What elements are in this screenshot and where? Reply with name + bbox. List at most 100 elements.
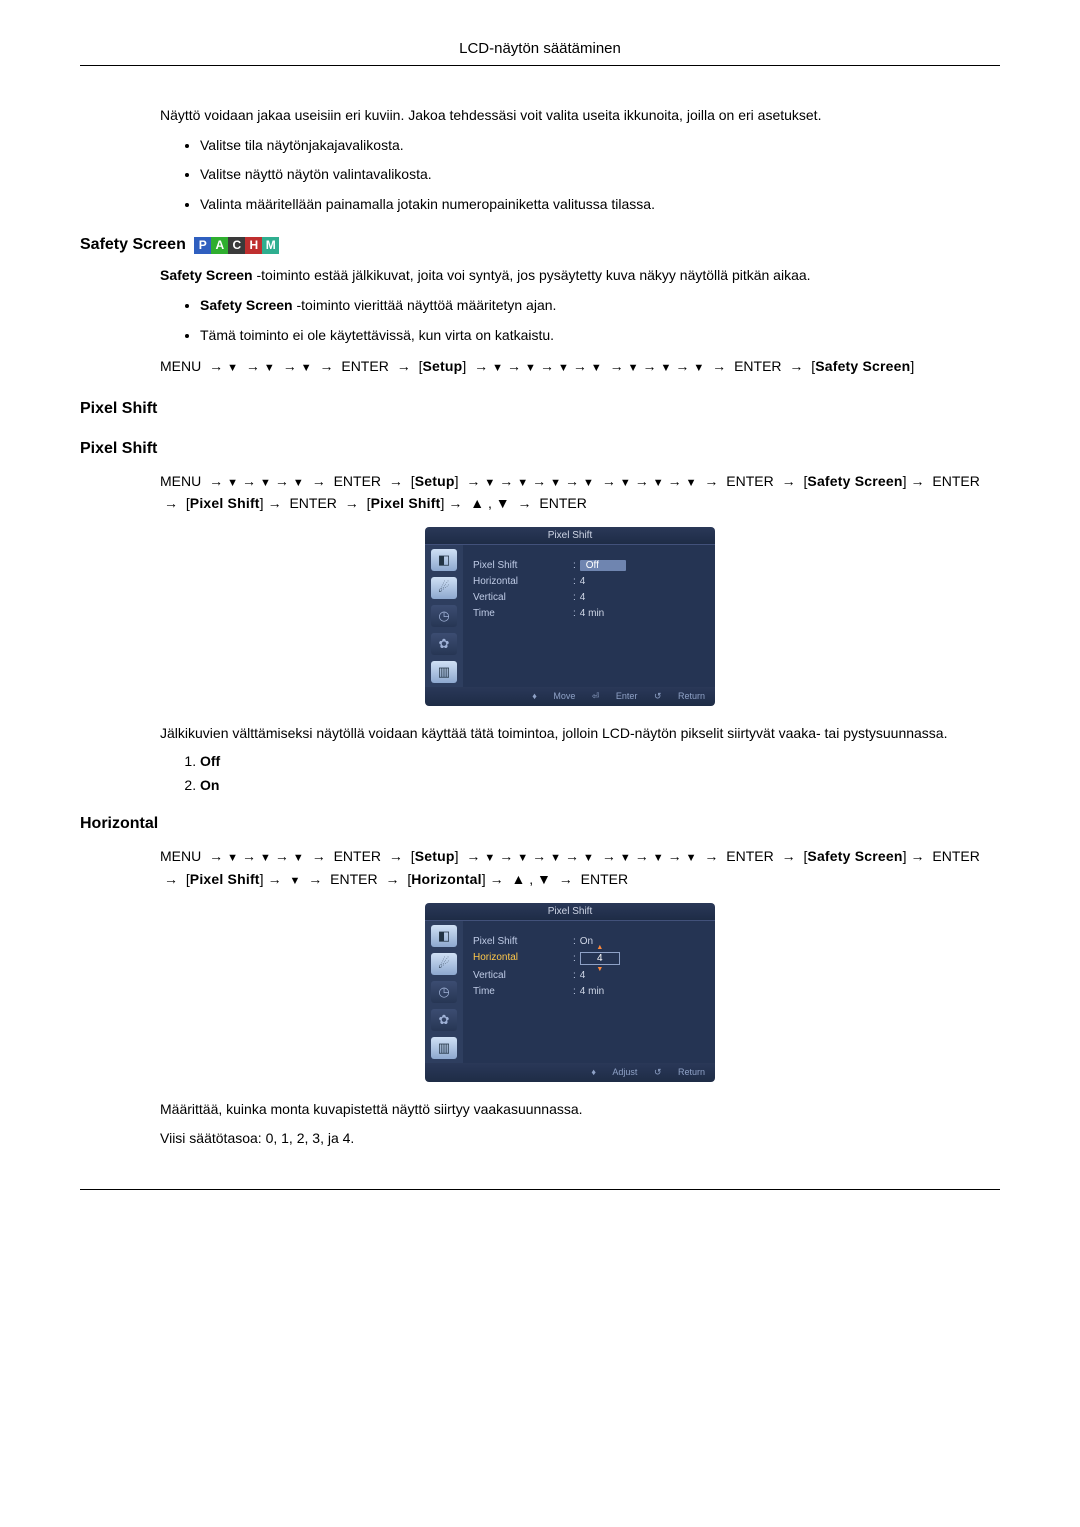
osd-time-icon: ◷ bbox=[431, 605, 457, 627]
osd-row-value-spinner[interactable]: 4 bbox=[580, 952, 620, 965]
path-setup: Setup bbox=[422, 358, 462, 374]
intro-bullets: Valitse tila näytönjakajavalikosta. Vali… bbox=[160, 136, 980, 215]
badge-p-icon: P bbox=[194, 237, 211, 254]
osd-row-label: Horizontal bbox=[473, 576, 573, 587]
intro-bullet: Valitse tila näytönjakajavalikosta. bbox=[200, 136, 980, 156]
safety-para: Safety Screen -toiminto estää jälkikuvat… bbox=[160, 266, 980, 286]
badge-m-icon: M bbox=[262, 237, 279, 254]
path-enter: ENTER bbox=[734, 358, 781, 374]
path-enter: ENTER bbox=[289, 495, 336, 511]
osd-row-label: Time bbox=[473, 608, 573, 619]
osd-sidebar: ◧ ☄ ◷ ✿ ▥ bbox=[425, 545, 463, 687]
safety-menu-path: MENU →▼ →▼ →▼ → ENTER → [Setup] →▼→▼→▼→▼… bbox=[160, 355, 980, 378]
safety-bullet: Safety Screen -toiminto vierittää näyttö… bbox=[200, 296, 980, 316]
osd-footer-move: ♦ Move bbox=[532, 691, 575, 701]
osd-rows: Pixel Shift:Off Horizontal:4 Vertical:4 … bbox=[463, 545, 715, 687]
mode-badges: P A C H M bbox=[194, 237, 279, 254]
path-enter: ENTER bbox=[726, 848, 773, 864]
intro-bullet: Valinta määritellään painamalla jotakin … bbox=[200, 195, 980, 215]
osd-row-value: 4 bbox=[580, 970, 586, 981]
safety-term: Safety Screen bbox=[160, 267, 253, 283]
path-enter: ENTER bbox=[726, 473, 773, 489]
horizontal-levels: Viisi säätötasoa: 0, 1, 2, 3, ja 4. bbox=[160, 1129, 980, 1149]
horizontal-menu-path: MENU →▼→▼→▼ → ENTER → [Setup] →▼→▼→▼→▼ →… bbox=[160, 845, 980, 890]
path-enter: ENTER bbox=[581, 871, 628, 887]
safety-heading-text: Safety Screen bbox=[80, 236, 186, 253]
safety-para-text: -toiminto estää jälkikuvat, joita voi sy… bbox=[253, 267, 811, 283]
osd-footer-enter: ⏎ Enter bbox=[592, 691, 638, 701]
horizontal-desc: Määrittää, kuinka monta kuvapistettä näy… bbox=[160, 1100, 980, 1120]
path-enter: ENTER bbox=[341, 358, 388, 374]
path-pixel: Pixel Shift bbox=[190, 495, 260, 511]
page-header: LCD-näytön säätäminen bbox=[80, 40, 1000, 66]
intro-bullet: Valitse näyttö näytön valintavalikosta. bbox=[200, 165, 980, 185]
pixelshift-options: Off On bbox=[160, 753, 980, 793]
safety-bullet: Tämä toiminto ei ole käytettävissä, kun … bbox=[200, 326, 980, 346]
pixelshift-desc: Jälkikuvien välttämiseksi näytöllä voida… bbox=[160, 724, 980, 744]
osd-picture-icon: ◧ bbox=[431, 549, 457, 571]
osd-row-value: 4 min bbox=[580, 608, 604, 619]
osd-rows: Pixel Shift:On Horizontal:4 Vertical:4 T… bbox=[463, 921, 715, 1063]
osd-pixelshift: Pixel Shift ◧ ☄ ◷ ✿ ▥ Pixel Shift:Off Ho… bbox=[425, 527, 715, 706]
osd-row-value: 4 bbox=[580, 592, 586, 603]
safety-block: Safety Screen -toiminto estää jälkikuvat… bbox=[160, 266, 980, 377]
safety-heading: Safety Screen P A C H M bbox=[80, 236, 1000, 254]
pixelshift-heading-1: Pixel Shift bbox=[80, 400, 1000, 418]
osd-input-icon: ☄ bbox=[431, 577, 457, 599]
safety-bullet-text: -toiminto vierittää näyttöä määritetyn a… bbox=[293, 297, 557, 313]
osd-multi-icon: ▥ bbox=[431, 1037, 457, 1059]
pixelshift-heading-2: Pixel Shift bbox=[80, 440, 1000, 458]
option-off: Off bbox=[200, 753, 980, 769]
osd-row-value: 4 min bbox=[580, 986, 604, 997]
intro-block: Näyttö voidaan jakaa useisiin eri kuviin… bbox=[160, 106, 980, 214]
osd-multi-icon: ▥ bbox=[431, 661, 457, 683]
path-enter: ENTER bbox=[334, 473, 381, 489]
osd-row-label: Pixel Shift bbox=[473, 560, 573, 571]
path-horizontal: Horizontal bbox=[411, 871, 481, 887]
osd-picture-icon: ◧ bbox=[431, 925, 457, 947]
badge-c-icon: C bbox=[228, 237, 245, 254]
path-menu: MENU bbox=[160, 473, 201, 489]
osd-footer-return: ↺ Return bbox=[654, 1067, 705, 1077]
osd-row-value-selected[interactable]: Off bbox=[580, 560, 626, 571]
path-pixel: Pixel Shift bbox=[371, 495, 441, 511]
osd-setup-icon: ✿ bbox=[431, 1009, 457, 1031]
path-pixel: Pixel Shift bbox=[190, 871, 260, 887]
osd-setup-icon: ✿ bbox=[431, 633, 457, 655]
pixelshift-block: MENU →▼→▼→▼ → ENTER → [Setup] →▼→▼→▼→▼ →… bbox=[160, 470, 980, 794]
osd-row-label: Vertical bbox=[473, 592, 573, 603]
intro-para: Näyttö voidaan jakaa useisiin eri kuviin… bbox=[160, 106, 980, 126]
osd-footer: ♦ Adjust ↺ Return bbox=[425, 1063, 715, 1082]
safety-bullets: Safety Screen -toiminto vierittää näyttö… bbox=[160, 296, 980, 345]
page-footer-rule bbox=[80, 1189, 1000, 1191]
osd-footer-return: ↺ Return bbox=[654, 691, 705, 701]
osd-row-label: Time bbox=[473, 986, 573, 997]
osd-footer-adjust: ♦ Adjust bbox=[591, 1067, 637, 1077]
path-enter: ENTER bbox=[932, 848, 979, 864]
option-on: On bbox=[200, 777, 980, 793]
osd-row-value: 4 bbox=[580, 576, 586, 587]
path-setup: Setup bbox=[415, 848, 455, 864]
badge-h-icon: H bbox=[245, 237, 262, 254]
badge-a-icon: A bbox=[211, 237, 228, 254]
safety-term: Safety Screen bbox=[200, 297, 293, 313]
osd-title: Pixel Shift bbox=[425, 903, 715, 921]
osd-sidebar: ◧ ☄ ◷ ✿ ▥ bbox=[425, 921, 463, 1063]
osd-row-label: Horizontal bbox=[473, 952, 573, 965]
pixelshift-menu-path: MENU →▼→▼→▼ → ENTER → [Setup] →▼→▼→▼→▼ →… bbox=[160, 470, 980, 515]
osd-input-icon: ☄ bbox=[431, 953, 457, 975]
path-enter: ENTER bbox=[330, 871, 377, 887]
osd-footer: ♦ Move ⏎ Enter ↺ Return bbox=[425, 687, 715, 706]
path-menu: MENU bbox=[160, 848, 201, 864]
path-menu: MENU bbox=[160, 358, 201, 374]
osd-title: Pixel Shift bbox=[425, 527, 715, 545]
path-safety: Safety Screen bbox=[807, 473, 902, 489]
horizontal-heading: Horizontal bbox=[80, 815, 1000, 833]
path-enter: ENTER bbox=[334, 848, 381, 864]
path-enter: ENTER bbox=[932, 473, 979, 489]
osd-row-label: Vertical bbox=[473, 970, 573, 981]
path-safety: Safety Screen bbox=[815, 358, 910, 374]
path-safety: Safety Screen bbox=[807, 848, 902, 864]
path-setup: Setup bbox=[415, 473, 455, 489]
osd-time-icon: ◷ bbox=[431, 981, 457, 1003]
